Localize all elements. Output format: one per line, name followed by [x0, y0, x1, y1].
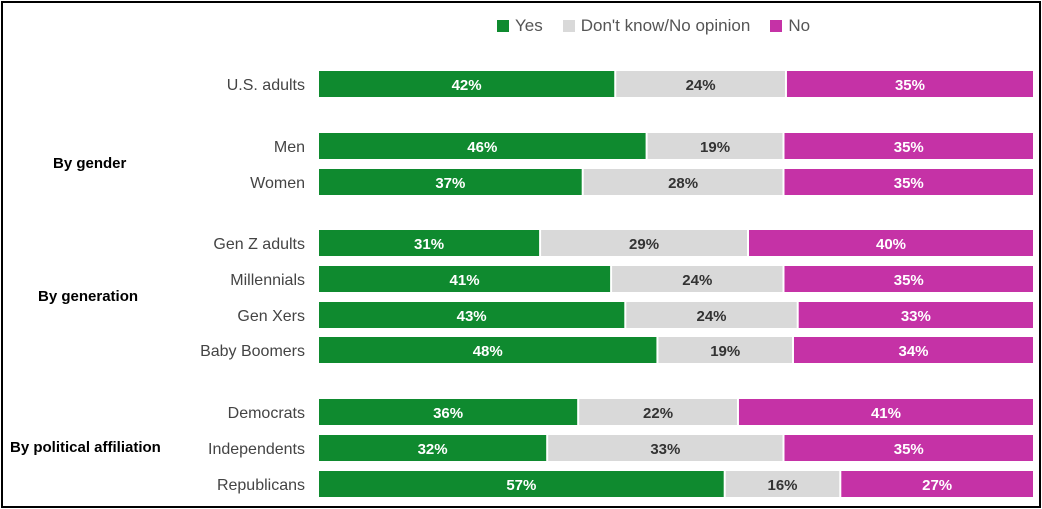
bar-gen-xers-don-t-know-no-opinion: [626, 302, 797, 328]
data-label-gen-z-adults-don-t-know-no-opinion: 29%: [629, 236, 659, 253]
bar-men-no: [784, 133, 1033, 159]
data-label-u-s-adults-yes: 42%: [452, 77, 482, 94]
bar-gen-xers-no: [798, 302, 1033, 328]
category-label-gen-xers: Gen Xers: [237, 308, 305, 325]
data-label-men-yes: 46%: [467, 139, 497, 156]
category-label-republicans: Republicans: [217, 477, 305, 494]
data-label-democrats-don-t-know-no-opinion: 22%: [643, 405, 673, 422]
bar-republicans-yes: [319, 471, 724, 497]
bar-millennials-don-t-know-no-opinion: [612, 266, 783, 292]
bar-independents-no: [784, 435, 1033, 461]
legend-item-no: No: [770, 16, 810, 36]
bar-democrats-yes: [319, 399, 578, 425]
category-label-gen-z-adults: Gen Z adults: [213, 236, 305, 253]
category-label-baby-boomers: Baby Boomers: [200, 343, 305, 360]
bar-baby-boomers-no: [793, 337, 1033, 363]
bar-independents-yes: [319, 435, 547, 461]
legend-label-yes: Yes: [515, 16, 543, 35]
data-label-baby-boomers-don-t-know-no-opinion: 19%: [710, 343, 740, 360]
bar-women-no: [784, 169, 1033, 195]
data-label-women-yes: 37%: [435, 175, 465, 192]
group-label-by-gender: By gender: [53, 155, 127, 172]
bar-democrats-don-t-know-no-opinion: [579, 399, 737, 425]
category-label-millennials: Millennials: [230, 272, 305, 289]
bar-u-s-adults-no: [786, 71, 1033, 97]
bar-men-don-t-know-no-opinion: [647, 133, 783, 159]
data-label-men-don-t-know-no-opinion: 19%: [700, 139, 730, 156]
data-label-republicans-don-t-know-no-opinion: 16%: [767, 477, 797, 494]
legend-swatch-no: [770, 20, 783, 32]
data-label-u-s-adults-no: 35%: [895, 77, 925, 94]
bar-women-don-t-know-no-opinion: [583, 169, 783, 195]
bar-millennials-yes: [319, 266, 611, 292]
data-label-republicans-no: 27%: [922, 477, 952, 494]
data-label-gen-z-adults-no: 40%: [876, 236, 906, 253]
bar-democrats-no: [738, 399, 1033, 425]
category-label-independents: Independents: [208, 441, 305, 458]
bar-baby-boomers-yes: [319, 337, 657, 363]
legend-label-no: No: [788, 16, 811, 35]
group-label-by-generation: By generation: [38, 288, 138, 305]
data-label-gen-xers-no: 33%: [901, 308, 931, 325]
legend-swatch-dont-know: [562, 20, 575, 32]
category-label-democrats: Democrats: [228, 405, 305, 422]
data-label-men-no: 35%: [894, 139, 924, 156]
data-label-democrats-yes: 36%: [433, 405, 463, 422]
data-label-women-no: 35%: [894, 175, 924, 192]
bar-men-yes: [319, 133, 646, 159]
data-label-gen-z-adults-yes: 31%: [414, 236, 444, 253]
data-label-gen-xers-yes: 43%: [457, 308, 487, 325]
legend-swatch-yes: [497, 20, 509, 32]
data-label-baby-boomers-no: 34%: [898, 343, 928, 360]
category-label-u-s-adults: U.S. adults: [227, 77, 305, 94]
data-label-millennials-no: 35%: [894, 272, 924, 289]
data-label-women-don-t-know-no-opinion: 28%: [668, 175, 698, 192]
bar-gen-xers-yes: [319, 302, 625, 328]
data-label-independents-no: 35%: [894, 441, 924, 458]
data-label-republicans-yes: 57%: [506, 477, 536, 494]
bar-republicans-don-t-know-no-opinion: [725, 471, 840, 497]
bar-women-yes: [319, 169, 582, 195]
data-label-millennials-don-t-know-no-opinion: 24%: [682, 272, 712, 289]
bar-gen-z-adults-yes: [319, 230, 540, 256]
data-label-u-s-adults-don-t-know-no-opinion: 24%: [686, 77, 716, 94]
bar-independents-don-t-know-no-opinion: [548, 435, 783, 461]
group-label-by-political-affiliation: By political affiliation: [10, 439, 161, 456]
data-label-gen-xers-don-t-know-no-opinion: 24%: [696, 308, 726, 325]
data-label-millennials-yes: 41%: [450, 272, 480, 289]
category-label-men: Men: [274, 139, 305, 156]
bar-u-s-adults-don-t-know-no-opinion: [616, 71, 785, 97]
data-label-independents-don-t-know-no-opinion: 33%: [650, 441, 680, 458]
bar-gen-z-adults-no: [749, 230, 1033, 256]
data-label-baby-boomers-yes: 48%: [473, 343, 503, 360]
bar-gen-z-adults-don-t-know-no-opinion: [541, 230, 747, 256]
bar-baby-boomers-don-t-know-no-opinion: [658, 337, 792, 363]
data-label-democrats-no: 41%: [871, 405, 901, 422]
legend-item-dont-know: Don't know/No opinion: [562, 16, 751, 36]
bar-u-s-adults-yes: [319, 71, 615, 97]
bar-millennials-no: [784, 266, 1033, 292]
bar-republicans-no: [841, 471, 1033, 497]
legend-label-dont-know: Don't know/No opinion: [580, 16, 751, 35]
chart-legend: Yes Don't know/No opinion No: [497, 14, 830, 38]
data-label-independents-yes: 32%: [418, 441, 448, 458]
category-label-women: Women: [250, 175, 305, 192]
legend-item-yes: Yes: [497, 16, 543, 36]
